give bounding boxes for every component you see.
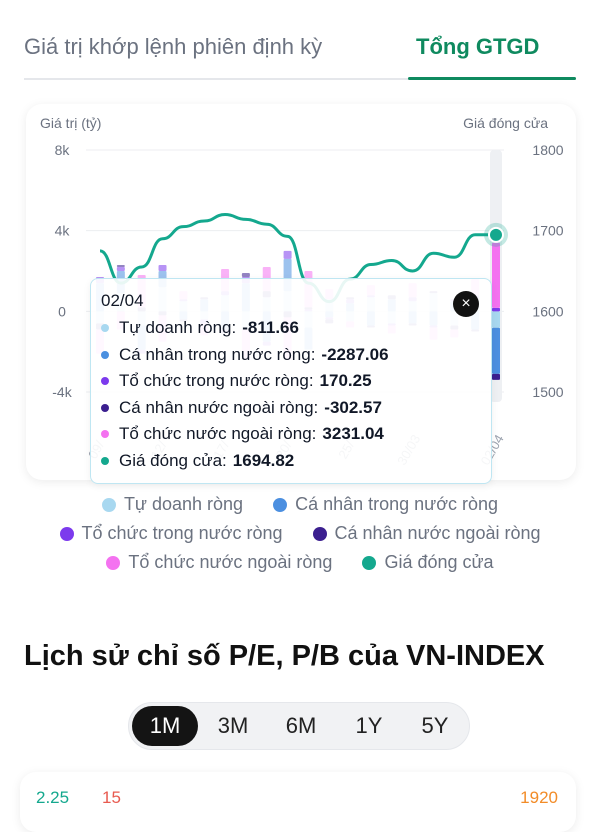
y-right-tick-label: 1800	[532, 142, 563, 158]
legend-swatch	[59, 526, 74, 541]
legend-label: Tổ chức trong nước ròng	[81, 523, 283, 543]
tooltip-value: -302.57	[324, 397, 382, 417]
period-button-6m[interactable]: 6M	[285, 713, 317, 738]
bar-segment-ca_nhan_nuoc_ngoai	[241, 273, 250, 278]
tooltip-label: Tự doanh ròng:	[119, 318, 237, 338]
legend-item-to-chuc-nuoc-ngoai[interactable]: Tổ chức nước ngoài ròng	[106, 552, 332, 573]
tooltip-dot-to-chuc-nuoc-ngoai	[101, 430, 109, 439]
y-left-tick-label: -4k	[52, 384, 72, 400]
index-axis-value: 1920	[520, 788, 558, 807]
legend-item-ca-nhan-nuoc-ngoai[interactable]: Cá nhân nước ngoài ròng	[312, 523, 541, 544]
price-line	[99, 213, 497, 304]
legend-item-gia-dong-cua[interactable]: Giá đóng cửa	[362, 552, 494, 573]
tooltip-dot-ca-nhan-nuoc-ngoai	[101, 403, 109, 412]
y-left-axis-label: Giá trị (tỷ)	[40, 115, 101, 131]
tooltip-value: -811.66	[242, 318, 299, 338]
legend-swatch	[362, 555, 377, 570]
legend-label: Giá đóng cửa	[384, 552, 494, 572]
bar-segment-ca_nhan_trong_nuoc	[492, 327, 500, 374]
tooltip-label: Tổ chức trong nước ròng:	[119, 371, 314, 391]
tooltip-row-ca-nhan-trong-nuoc: Cá nhân trong nước ròng: -2287.06	[101, 342, 491, 369]
pe-pb-section-title: Lịch sử chỉ số P/E, P/B của VN-INDEX	[24, 640, 545, 672]
y-left-ticks: 8k 4k 0 -4k	[52, 142, 72, 400]
legend-swatch	[101, 497, 116, 512]
tab-gia-tri-khop-lenh[interactable]: Giá trị khớp lệnh phiên định kỳ	[24, 34, 323, 59]
tooltip-dot-gia-dong-cua	[101, 456, 109, 465]
bar-segment-to_chuc_trong_nuoc	[116, 266, 125, 271]
price-point-selected	[488, 226, 504, 243]
legend-label: Cá nhân nước ngoài ròng	[334, 523, 541, 543]
period-selector: 1M 3M 6M 1Y 5Y	[128, 702, 470, 750]
bar-segment-to_chuc_nuoc_ngoai	[492, 242, 500, 308]
legend-label: Cá nhân trong nước ròng	[295, 494, 499, 514]
tab-bar: Giá trị khớp lệnh phiên định kỳ Tổng GTG…	[24, 30, 576, 80]
period-button-5y[interactable]: 5Y	[421, 713, 449, 738]
y-left-tick-label: 4k	[55, 223, 71, 239]
pe-pb-chart-card: 2.25 15 1920	[20, 772, 576, 832]
period-button-3m[interactable]: 3M	[217, 713, 249, 738]
bar-segment-tu_doanh	[492, 311, 500, 328]
period-button-1y[interactable]: 1Y	[355, 713, 383, 738]
active-tab-indicator	[408, 77, 576, 80]
tooltip-dot-tu-doanh	[101, 324, 109, 333]
tab-tong-gtgd[interactable]: Tổng GTGD	[416, 34, 540, 59]
y-right-axis-label: Giá đóng cửa	[463, 115, 548, 131]
legend-item-ca-nhan-trong-nuoc[interactable]: Cá nhân trong nước ròng	[273, 494, 498, 515]
tooltip-label: Giá đóng cửa:	[119, 450, 227, 470]
bar-segment-to_chuc_trong_nuoc	[158, 264, 167, 271]
price-line-layer	[99, 213, 508, 304]
tooltip-label: Cá nhân nước ngoài ròng:	[119, 397, 319, 417]
y-right-tick-label: 1500	[532, 384, 563, 400]
tooltip-dot-to-chuc-trong-nuoc	[101, 377, 109, 386]
y-right-tick-label: 1600	[532, 303, 563, 319]
tooltip-row-gia-dong-cua: Giá đóng cửa: 1694.82	[101, 448, 491, 475]
pb-axis-value: 15	[102, 788, 121, 807]
tooltip-row-to-chuc-trong-nuoc: Tổ chức trong nước ròng: 170.25	[101, 368, 491, 395]
tooltip-row-to-chuc-nuoc-ngoai: Tổ chức nước ngoài ròng: 3231.04	[101, 421, 491, 448]
legend-swatch	[273, 497, 288, 512]
y-left-tick-label: 0	[58, 303, 66, 319]
bar-segment-ca_nhan_nuoc_ngoai	[116, 264, 125, 267]
tooltip-dot-ca-nhan-trong-nuoc	[101, 350, 109, 359]
tooltip-value: 3231.04	[322, 424, 384, 444]
chart-tooltip: 02/04 Tự doanh ròng: -811.66 Cá nhân tro…	[90, 278, 492, 484]
legend-swatch	[106, 555, 121, 570]
legend-swatch	[312, 526, 327, 541]
tooltip-value: -2287.06	[321, 344, 389, 364]
legend-label: Tổ chức nước ngoài ròng	[128, 552, 333, 572]
chart-legend: Tự doanh ròng Cá nhân trong nước ròng Tổ…	[0, 490, 600, 577]
legend-label: Tự doanh ròng	[123, 494, 244, 514]
bar-segment-ca_nhan_nuoc_ngoai	[492, 373, 500, 380]
y-left-tick-label: 8k	[55, 142, 71, 158]
bar-segment-to_chuc_trong_nuoc	[283, 250, 292, 259]
tooltip-row-ca-nhan-nuoc-ngoai: Cá nhân nước ngoài ròng: -302.57	[101, 395, 491, 422]
period-button-1m[interactable]: 1M	[132, 706, 198, 746]
tooltip-date: 02/04	[101, 291, 144, 310]
tooltip-label: Tổ chức nước ngoài ròng:	[119, 424, 317, 444]
y-right-ticks: 1800 1700 1600 1500	[532, 142, 563, 400]
legend-item-tu-doanh[interactable]: Tự doanh ròng	[101, 494, 244, 515]
tooltip-value: 170.25	[319, 371, 372, 391]
tooltip-row-tu-doanh: Tự doanh ròng: -811.66	[101, 315, 491, 342]
y-right-tick-label: 1700	[532, 223, 563, 239]
close-icon[interactable]: ×	[453, 291, 479, 317]
legend-item-to-chuc-trong-nuoc[interactable]: Tổ chức trong nước ròng	[59, 523, 283, 544]
tooltip-label: Cá nhân trong nước ròng:	[119, 344, 316, 364]
pe-axis-value: 2.25	[36, 788, 70, 807]
bar-segment-to_chuc_trong_nuoc	[492, 307, 500, 312]
tooltip-value: 1694.82	[232, 450, 295, 470]
